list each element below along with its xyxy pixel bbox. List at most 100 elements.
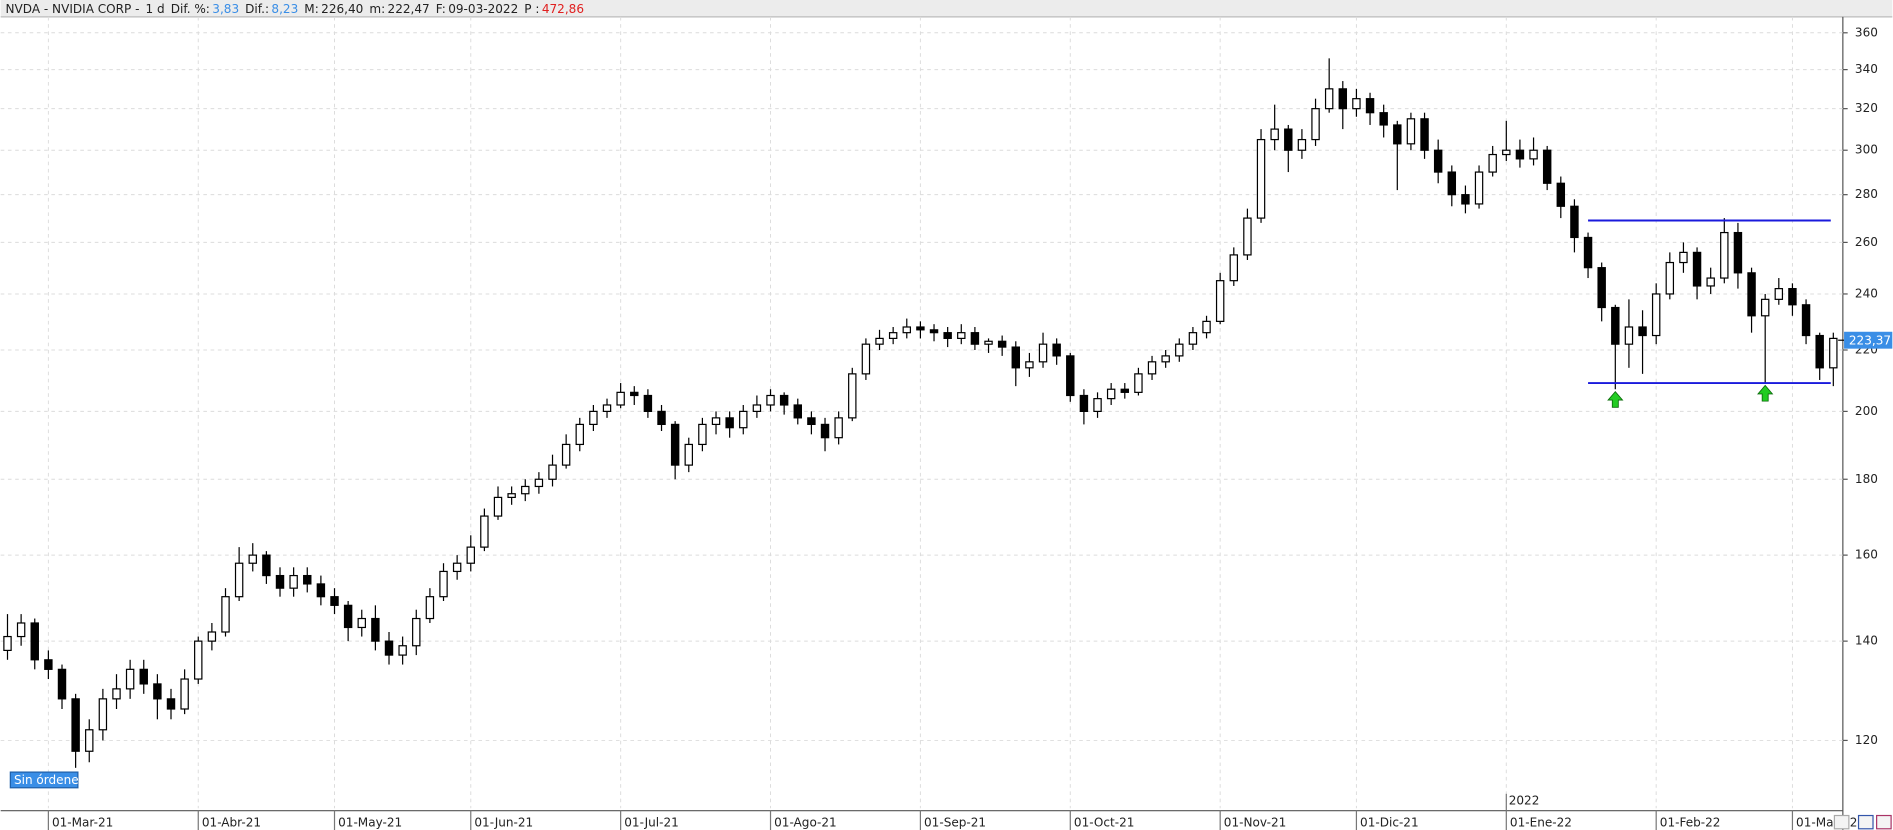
candle-body — [1120, 388, 1130, 393]
candle-body — [1556, 182, 1566, 207]
status-badge-bg — [9, 771, 79, 789]
candle-body — [112, 688, 121, 700]
candle-body — [807, 417, 816, 426]
candle-body — [657, 410, 666, 426]
candle-body — [234, 562, 244, 598]
last-price-tag — [1844, 331, 1893, 349]
candle-body — [1066, 355, 1075, 397]
year-label: 2022 — [1509, 794, 1540, 808]
candle-body — [602, 404, 612, 412]
y-tick-label: 120 — [1855, 733, 1878, 747]
candle-body — [153, 683, 162, 700]
candle-body — [575, 423, 584, 446]
candle-body — [480, 515, 489, 548]
field-value: 222,47 — [388, 2, 430, 16]
candle-body — [766, 394, 775, 406]
y-tick-label: 340 — [1855, 62, 1878, 76]
candle-body — [589, 410, 598, 426]
candle-body — [1624, 326, 1634, 345]
candle-body — [739, 410, 748, 429]
candle-body — [1461, 194, 1470, 205]
candle-body — [30, 622, 39, 661]
candle-body — [507, 493, 516, 499]
x-tick-label: 01-Jun-21 — [474, 815, 533, 829]
candle-body — [384, 640, 394, 656]
candle-body — [1093, 398, 1102, 412]
candle-body — [343, 604, 353, 629]
save-button[interactable] — [1857, 814, 1874, 830]
candle-body — [57, 668, 67, 700]
candle-body — [1284, 128, 1293, 151]
x-tick-label: 01-Ene-22 — [1510, 815, 1572, 829]
candle-body — [194, 640, 203, 680]
candle-body — [1297, 138, 1307, 151]
candle-body — [1188, 332, 1198, 345]
candle-body — [1474, 171, 1484, 205]
signal-arrow — [1607, 390, 1624, 408]
candle-body — [1134, 373, 1143, 393]
candle-body — [1161, 355, 1170, 363]
y-tick-label: 160 — [1855, 548, 1878, 562]
candle-body — [684, 443, 693, 466]
candle-body — [779, 394, 789, 406]
candle-body — [1515, 149, 1525, 160]
candle-body — [848, 373, 857, 419]
candle-body — [1420, 118, 1429, 151]
y-tick-label: 140 — [1855, 634, 1878, 648]
candle-body — [793, 404, 802, 419]
candle-body — [371, 617, 380, 642]
candle-body — [289, 574, 298, 589]
candle-body — [180, 678, 189, 710]
candle-body — [3, 635, 12, 652]
candle-body — [1106, 388, 1116, 400]
close-button[interactable] — [1876, 814, 1892, 830]
x-tick-label: 01-Abr-21 — [202, 815, 261, 829]
candle-body — [85, 729, 94, 752]
candle-body — [1393, 124, 1402, 145]
candle-body — [521, 485, 530, 495]
candle-body — [1352, 98, 1361, 110]
candle-body — [1270, 128, 1279, 141]
candle-body — [1665, 261, 1675, 295]
x-tick-label: 01-Feb-22 — [1660, 815, 1721, 829]
candle-body — [1202, 320, 1211, 334]
interval: 1 d — [146, 2, 165, 16]
y-tick-label: 280 — [1855, 187, 1878, 201]
x-tick-label: 01-Nov-21 — [1224, 815, 1287, 829]
candle-body — [1760, 298, 1770, 317]
candle-body — [1243, 217, 1252, 256]
candle-body — [1433, 149, 1443, 173]
candle-body — [1011, 346, 1021, 369]
signal-arrow — [1757, 384, 1774, 402]
candle-body — [875, 337, 884, 345]
candle-body — [534, 478, 544, 488]
candle-body — [1529, 149, 1538, 160]
candle-body — [425, 596, 435, 620]
candle-body — [16, 622, 26, 638]
field-value: 09-03-2022 — [448, 2, 518, 16]
candle-body — [357, 617, 366, 629]
candle-body — [125, 668, 135, 690]
candle-body — [970, 332, 980, 345]
candle-body — [1338, 88, 1348, 110]
scroll-button[interactable] — [1833, 814, 1850, 830]
candle-body — [1052, 343, 1061, 357]
candle-body — [221, 596, 230, 633]
candle-body — [1175, 343, 1184, 357]
last-price-label: 223,37 — [1849, 333, 1891, 347]
x-tick-label: 01-Ago-21 — [774, 815, 837, 829]
candle-body — [1638, 326, 1647, 337]
candle-body — [1324, 88, 1334, 110]
field-label: m: — [369, 2, 385, 16]
candle-body — [398, 645, 407, 656]
candle-body — [207, 631, 217, 642]
candle-body — [1147, 361, 1157, 375]
candle-body — [1611, 306, 1620, 345]
candle-body — [493, 496, 503, 517]
candle-body — [630, 391, 639, 397]
candle-body — [711, 417, 721, 426]
candle-body — [1542, 149, 1552, 184]
y-tick-label: 260 — [1855, 235, 1878, 249]
y-tick-label: 240 — [1855, 286, 1878, 300]
candle-body — [1215, 280, 1225, 322]
